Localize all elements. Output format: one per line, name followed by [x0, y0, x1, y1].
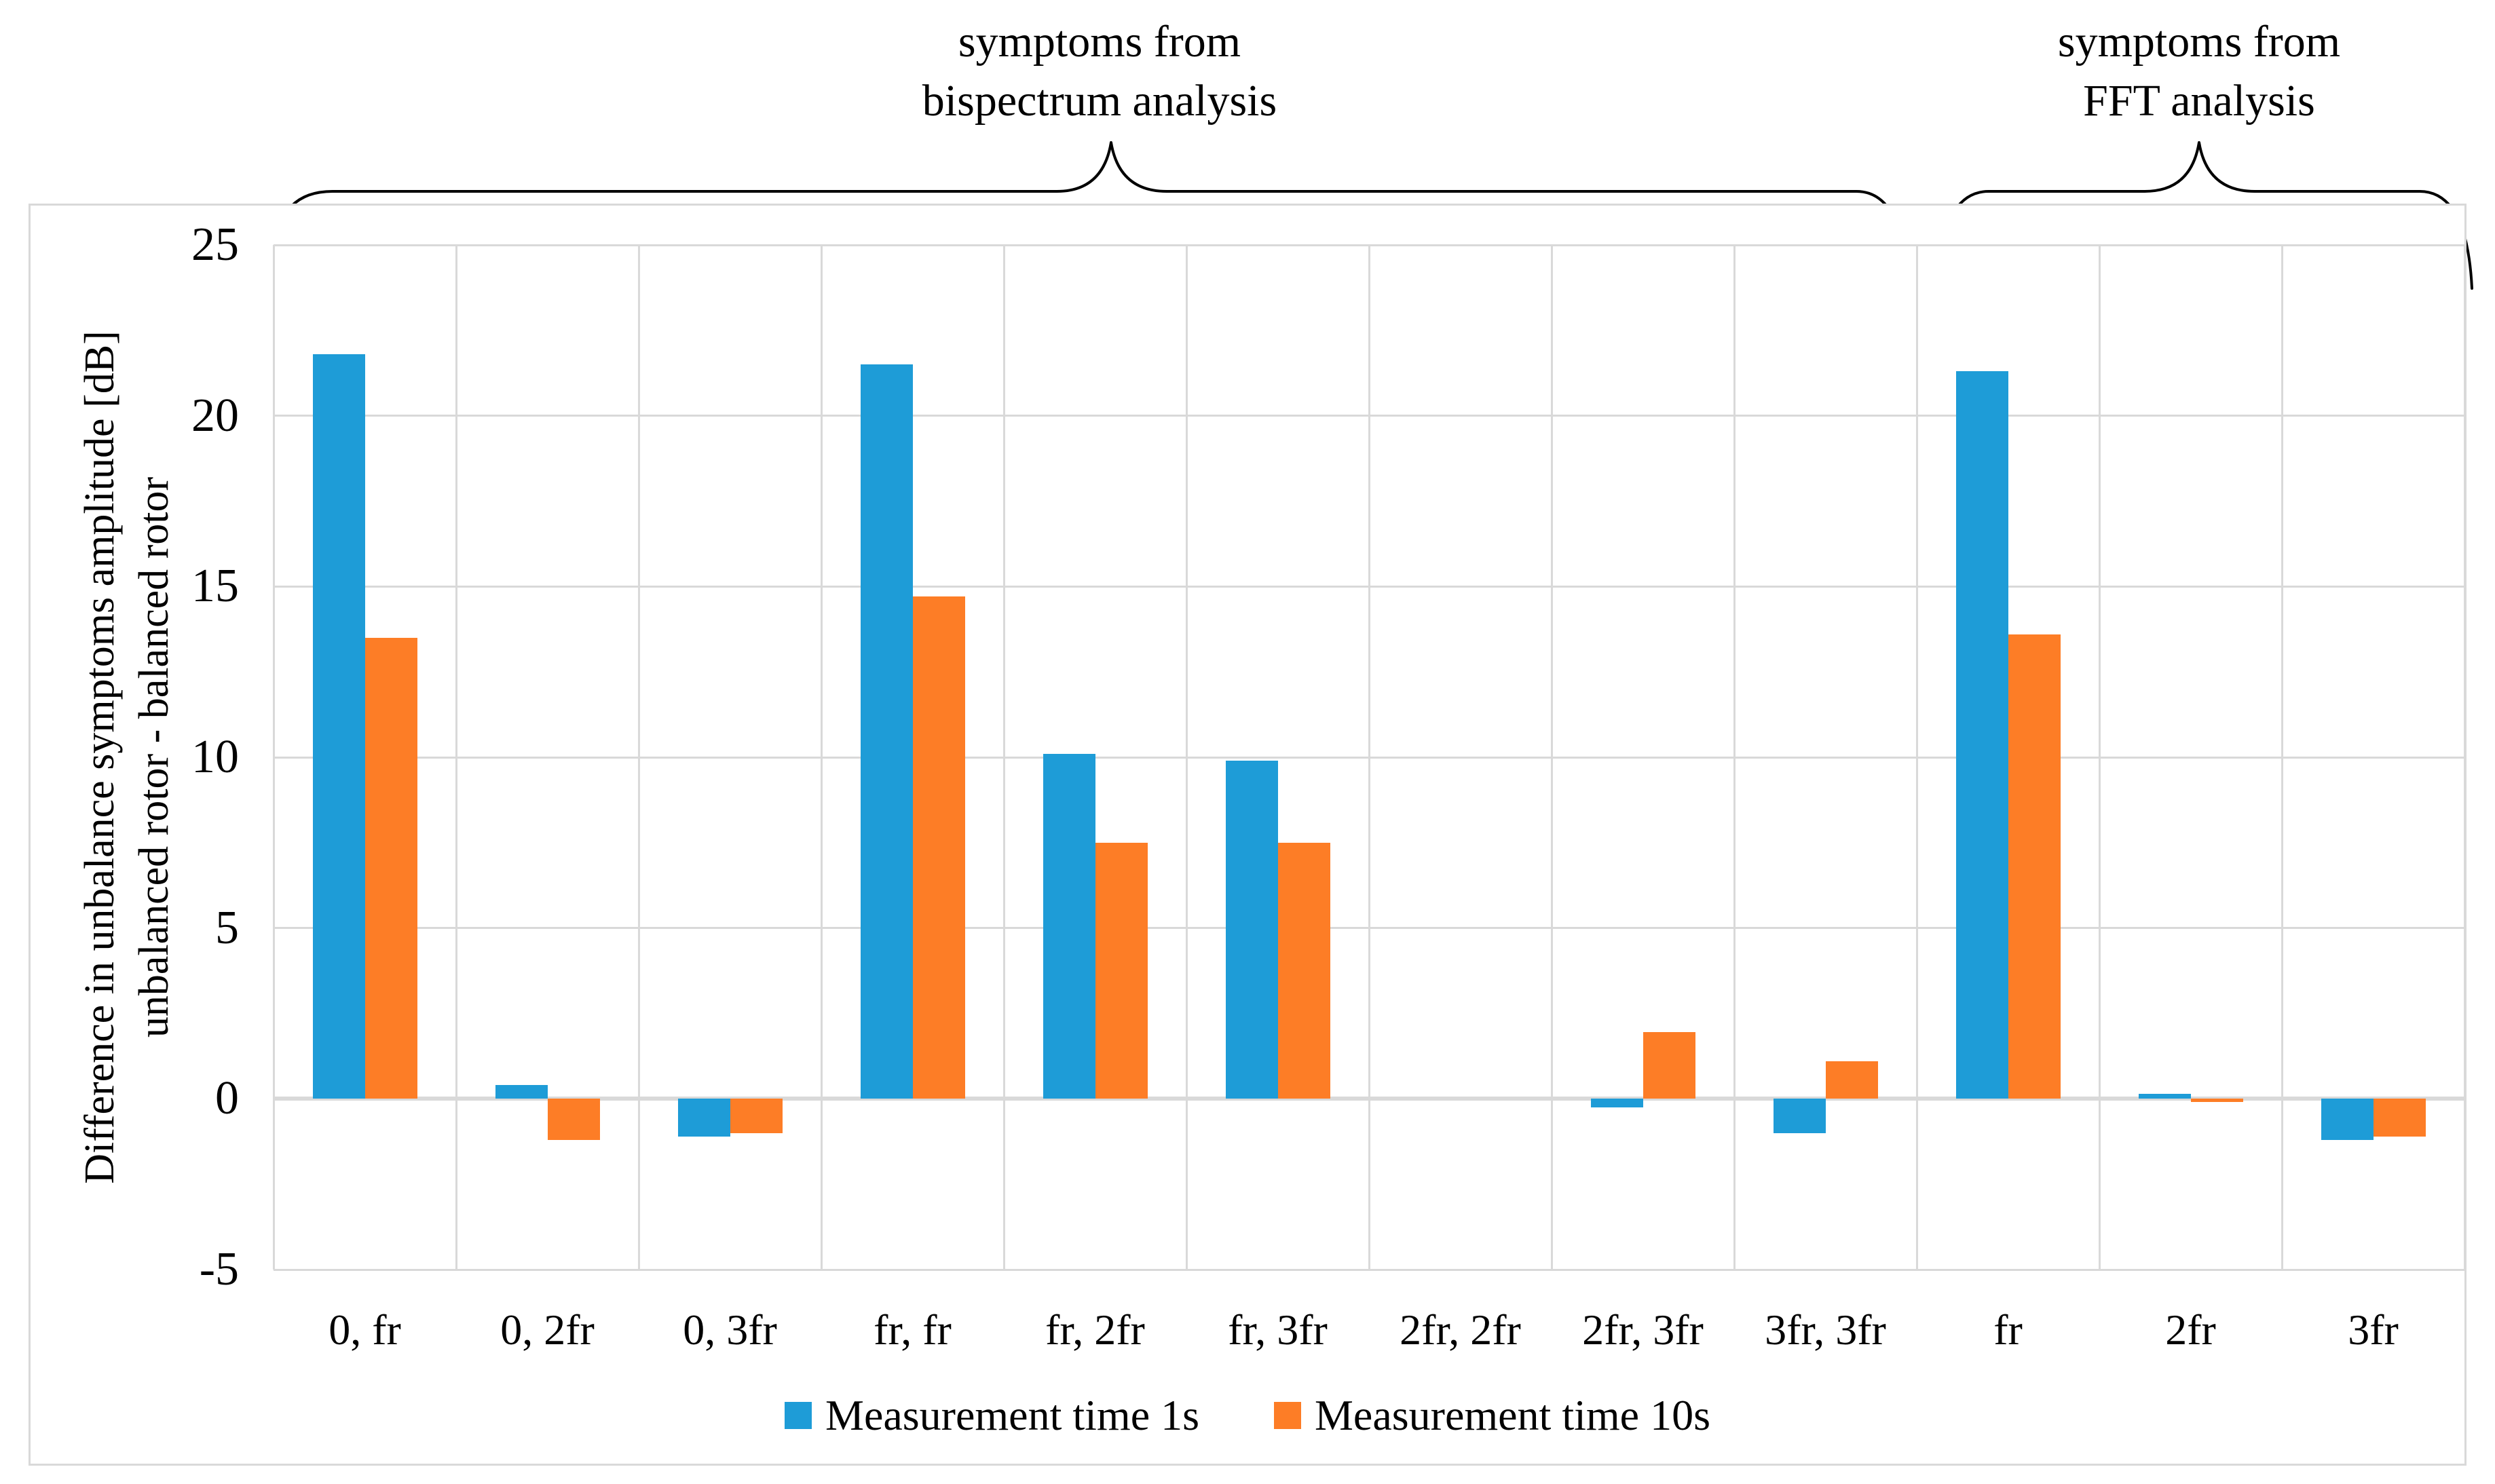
annotation-fft-line2: FFT analysis [2083, 76, 2315, 126]
y-tick-label--5: -5 [199, 1243, 239, 1295]
gridline-x-10 [2098, 245, 2101, 1270]
y-tick-label-25: 25 [191, 218, 239, 271]
bar-1s-0_fr [312, 354, 365, 1099]
bar-1s-2fr_3fr [1590, 1099, 1643, 1107]
legend-swatch-10s [1274, 1402, 1301, 1429]
bar-1s-fr [1955, 371, 2008, 1099]
legend-label-10s: Measurement time 10s [1315, 1391, 1710, 1439]
gridline-x-8 [1733, 245, 1736, 1270]
y-tick-label-5: 5 [215, 901, 239, 954]
bar-10s-3fr_3fr [1825, 1061, 1878, 1099]
legend-item-1s: Measurement time 1s [785, 1390, 1199, 1441]
gridline-x-5 [1185, 245, 1188, 1270]
x-label-3fr: 3fr [2348, 1306, 2399, 1354]
x-label-0_3fr: 0, 3fr [683, 1306, 777, 1354]
bar-10s-fr_2fr [1095, 842, 1148, 1099]
bar-1s-2fr [2138, 1093, 2191, 1099]
bar-1s-fr_2fr [1043, 753, 1095, 1099]
gridline-x-4 [1002, 245, 1005, 1270]
x-label-fr_3fr: fr, 3fr [1228, 1306, 1328, 1354]
bar-1s-0_3fr [677, 1099, 730, 1137]
legend-item-10s: Measurement time 10s [1274, 1390, 1710, 1441]
x-label-fr_fr: fr, fr [874, 1306, 952, 1354]
bar-10s-2fr_3fr [1643, 1032, 1695, 1099]
x-label-0_2fr: 0, 2fr [500, 1306, 595, 1354]
annotation-bispectrum-line1: symptoms from [958, 17, 1241, 66]
legend: Measurement time 1s Measurement time 10s [0, 1390, 2495, 1441]
bar-1s-3fr_3fr [1773, 1099, 1826, 1133]
gridline-x-7 [1550, 245, 1553, 1270]
bar-1s-3fr [2321, 1099, 2374, 1140]
gridline-x-2 [637, 245, 640, 1270]
gridline-y--5 [274, 1268, 2464, 1271]
annotation-bispectrum: symptoms from bispectrum analysis [922, 12, 1277, 130]
bar-1s-fr_fr [860, 364, 913, 1099]
bar-10s-2fr [2190, 1099, 2243, 1103]
plot-area [272, 244, 2466, 1271]
x-label-2fr_3fr: 2fr, 3fr [1582, 1306, 1704, 1354]
gridline-x-3 [820, 245, 823, 1270]
legend-swatch-1s [785, 1402, 812, 1429]
y-tick-label-15: 15 [191, 560, 239, 613]
x-label-fr_2fr: fr, 2fr [1045, 1306, 1145, 1354]
gridline-x-1 [455, 245, 457, 1270]
x-label-0_fr: 0, fr [329, 1306, 401, 1354]
annotation-bispectrum-line2: bispectrum analysis [922, 76, 1277, 126]
bar-1s-0_2fr [495, 1085, 548, 1099]
bar-10s-3fr [2373, 1099, 2426, 1137]
bar-10s-fr [2008, 634, 2061, 1099]
y-tick-label-20: 20 [191, 389, 239, 442]
annotation-fft-line1: symptoms from [2057, 17, 2341, 66]
x-label-3fr_3fr: 3fr, 3fr [1765, 1306, 1886, 1354]
x-label-2fr_2fr: 2fr, 2fr [1400, 1306, 1521, 1354]
gridline-x-11 [2281, 245, 2283, 1270]
legend-label-1s: Measurement time 1s [825, 1391, 1199, 1439]
x-label-2fr: 2fr [2165, 1306, 2216, 1354]
y-tick-label-0: 0 [215, 1072, 239, 1125]
bar-10s-fr_fr [912, 596, 965, 1099]
bar-10s-0_3fr [730, 1099, 783, 1133]
annotation-fft: symptoms from FFT analysis [2058, 12, 2340, 130]
bar-10s-0_fr [364, 637, 417, 1099]
y-tick-label-10: 10 [191, 731, 239, 783]
gridline-x-6 [1368, 245, 1370, 1270]
x-label-fr: fr [1993, 1306, 2023, 1354]
bar-1s-fr_3fr [1225, 761, 1278, 1099]
bar-10s-0_2fr [547, 1099, 600, 1140]
gridline-x-9 [1915, 245, 1918, 1270]
bar-10s-fr_3fr [1277, 842, 1330, 1099]
gridline-x-0 [272, 245, 275, 1270]
gridline-x-12 [2463, 245, 2466, 1270]
